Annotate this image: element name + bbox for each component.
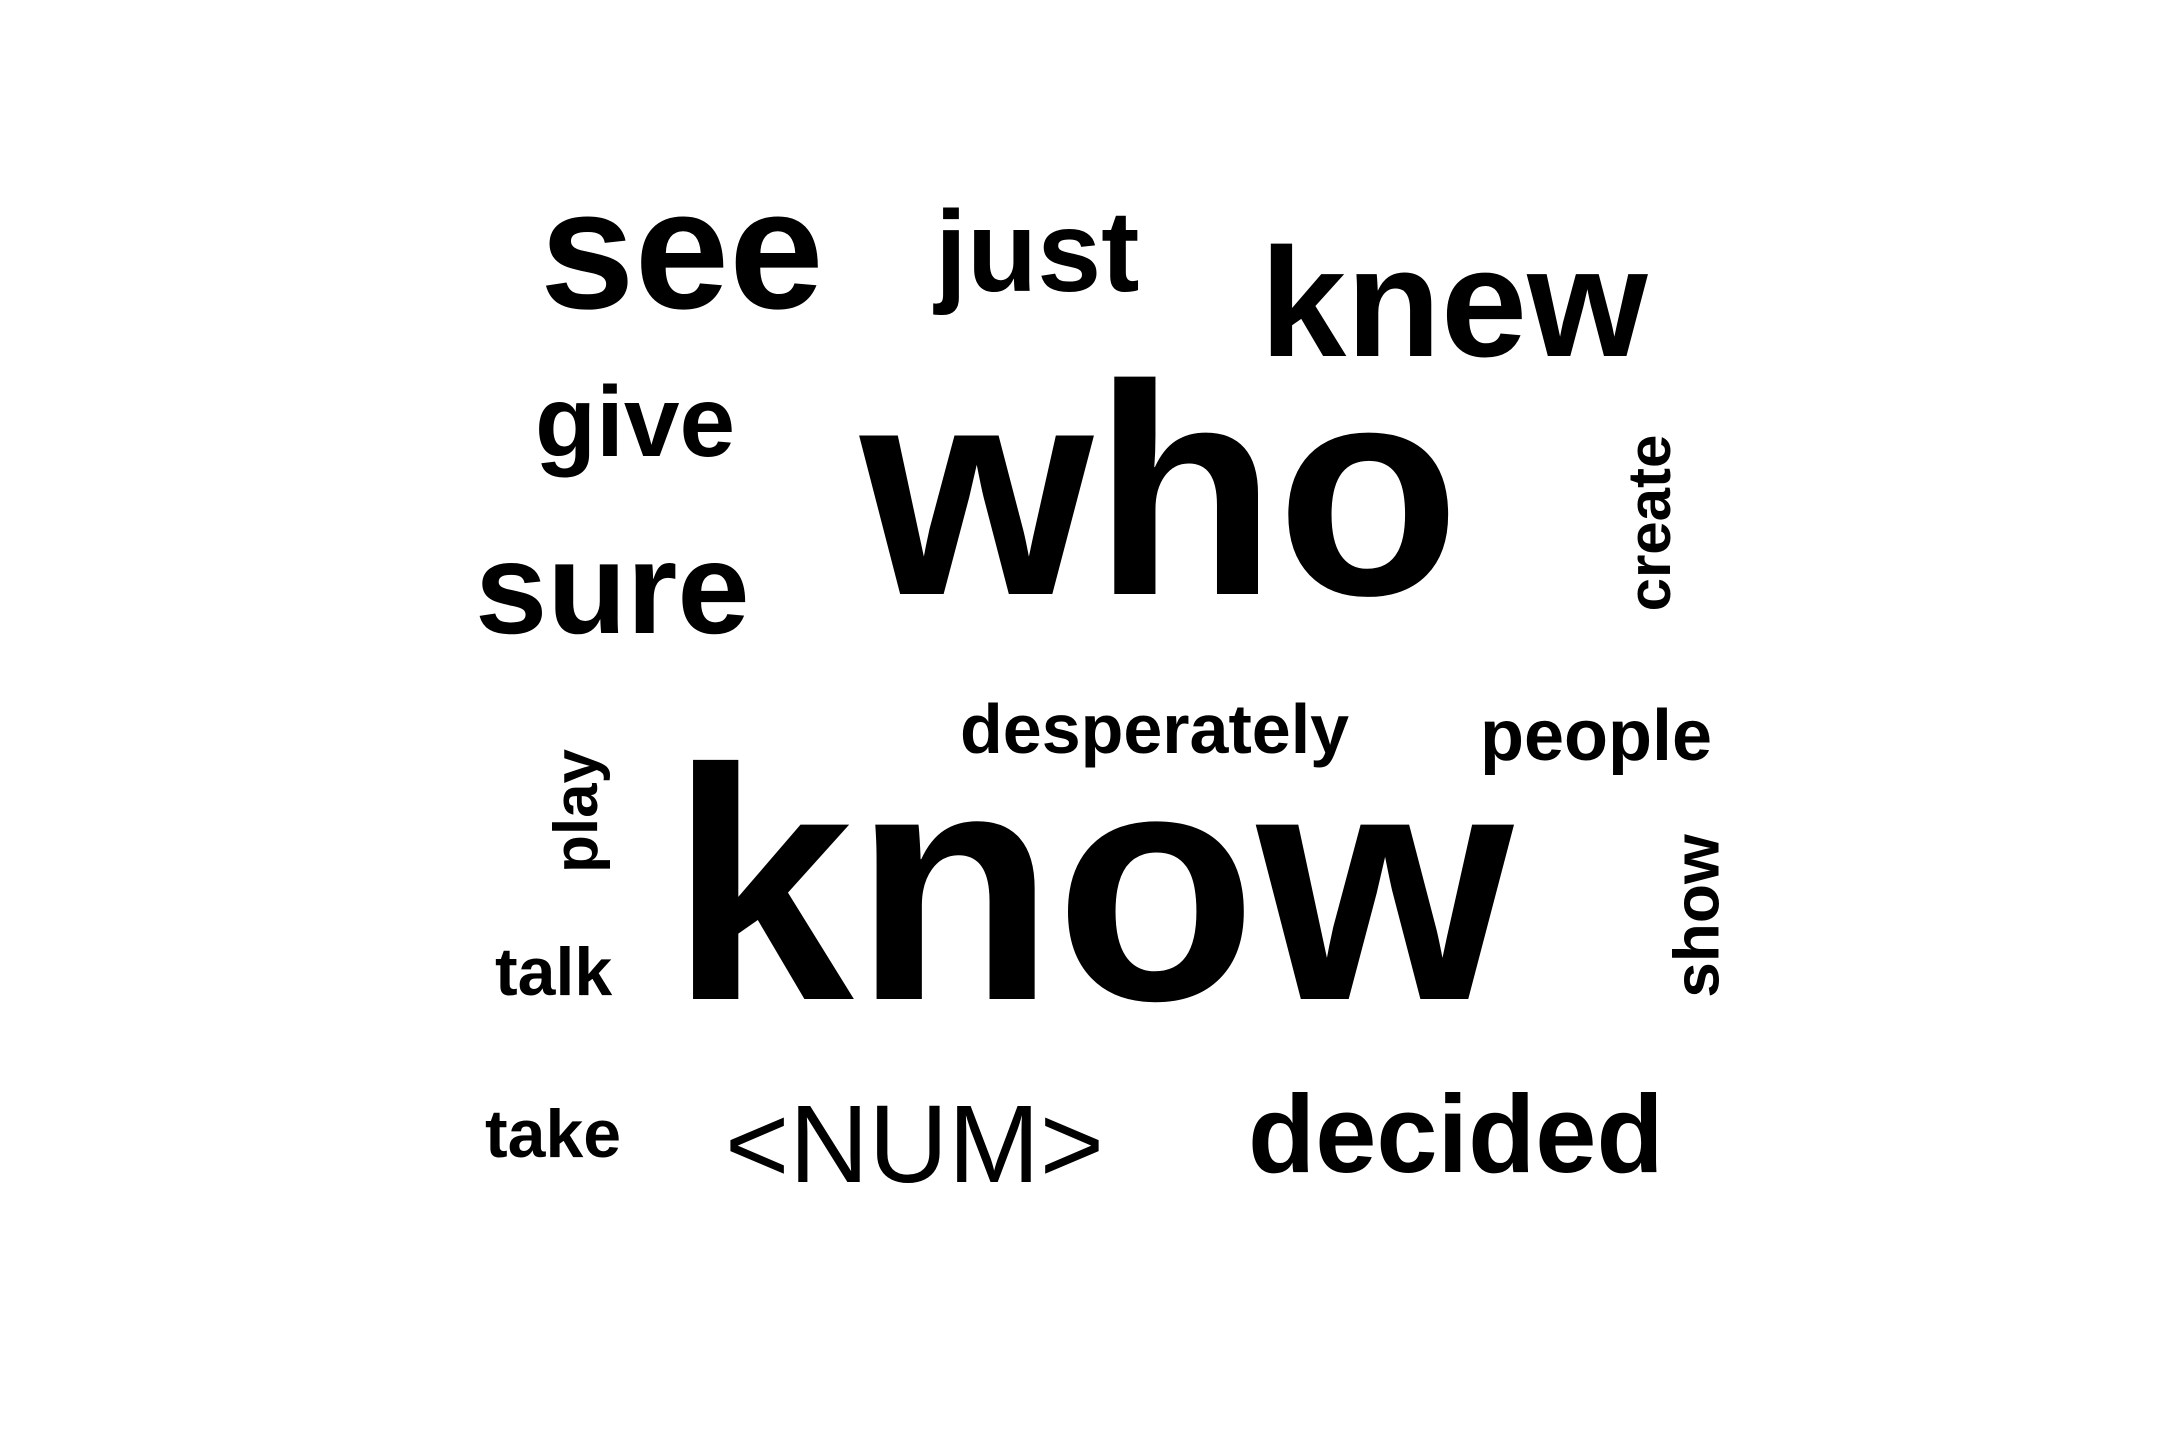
word-show: show bbox=[1660, 834, 1733, 998]
word-play: play bbox=[542, 748, 611, 874]
word-people: people bbox=[1480, 696, 1713, 776]
word-take: take bbox=[485, 1096, 622, 1172]
word-see: see bbox=[540, 155, 824, 345]
word-talk: talk bbox=[495, 934, 613, 1010]
word-sure: sure bbox=[475, 515, 750, 661]
word-num: <NUM> bbox=[725, 1083, 1104, 1206]
word-know: know bbox=[670, 700, 1514, 1069]
word-decided: decided bbox=[1248, 1073, 1664, 1196]
word-knew: knew bbox=[1260, 216, 1648, 389]
word-desperately: desperately bbox=[960, 690, 1350, 768]
word-just: just bbox=[935, 188, 1140, 316]
word-create: create bbox=[1616, 434, 1683, 612]
word-who: who bbox=[860, 322, 1460, 658]
word-give: give bbox=[535, 366, 736, 478]
